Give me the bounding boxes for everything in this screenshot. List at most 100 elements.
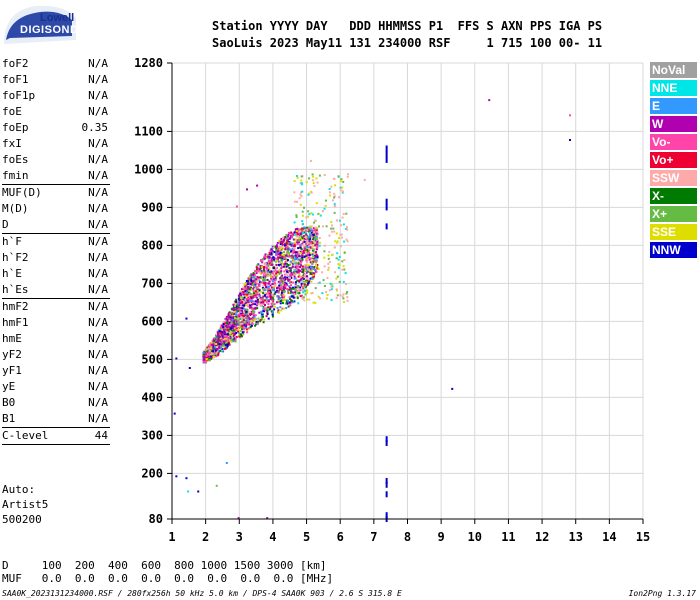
echo-point — [249, 287, 252, 290]
echo-point — [225, 462, 228, 464]
echo-point — [311, 267, 314, 270]
echo-point — [287, 253, 290, 256]
echo-point — [283, 294, 286, 297]
echo-point — [236, 314, 239, 317]
echo-point — [292, 245, 295, 248]
echo-point — [330, 288, 333, 291]
echo-point — [224, 327, 227, 330]
echo-point — [262, 274, 265, 277]
echo-point — [272, 278, 275, 281]
echo-point — [247, 287, 250, 290]
echo-point — [249, 313, 252, 316]
echo-point — [272, 259, 275, 262]
echo-point — [312, 245, 315, 248]
echo-point — [251, 321, 254, 324]
x-tick-label: 12 — [535, 530, 549, 544]
param-row: foF1p N/A — [0, 88, 112, 104]
echo-point — [310, 292, 313, 295]
echo-point — [345, 226, 348, 229]
echo-point — [224, 328, 227, 331]
echo-point — [243, 296, 246, 299]
echo-point — [270, 296, 273, 299]
param-row: B0 N/A — [0, 395, 112, 411]
echo-point — [292, 301, 295, 304]
echo-point — [314, 244, 317, 247]
echo-point — [221, 324, 224, 327]
echo-point — [250, 274, 253, 277]
echo-point — [245, 280, 248, 282]
echo-point — [264, 299, 266, 302]
echo-point — [297, 247, 300, 250]
echo-point — [289, 288, 292, 291]
echo-point — [241, 288, 243, 291]
param-row: D N/A — [0, 217, 112, 233]
echo-point — [346, 240, 349, 243]
echo-point — [316, 240, 319, 243]
echo-point — [245, 284, 248, 287]
echo-point — [244, 321, 247, 324]
echo-point — [311, 277, 314, 280]
echo-point — [289, 273, 292, 276]
param-row: hmE N/A — [0, 331, 112, 347]
legend-entry-nne: NNE — [650, 80, 697, 96]
echo-point — [208, 359, 211, 362]
echo-point — [290, 231, 293, 234]
echo-point — [239, 307, 242, 310]
legend-entry-vominus: Vo- — [650, 134, 697, 150]
echo-point — [252, 290, 255, 293]
echo-point — [291, 291, 294, 294]
echo-point — [241, 302, 244, 305]
echo-point — [331, 224, 333, 227]
echo-point — [219, 344, 222, 347]
echo-point — [279, 243, 282, 245]
echo-point — [270, 252, 273, 255]
echo-point — [317, 282, 320, 284]
echo-point — [259, 282, 262, 285]
echo-point — [255, 270, 258, 272]
echo-point — [274, 276, 277, 279]
echo-point — [286, 270, 288, 273]
param-name: hmF1 — [2, 316, 29, 329]
echo-point — [239, 302, 242, 305]
echo-point — [340, 233, 343, 236]
echo-point — [328, 289, 331, 292]
echo-point — [313, 266, 316, 268]
echo-point — [317, 212, 320, 215]
echo-point — [267, 285, 270, 288]
echo-point — [306, 261, 309, 264]
echo-point — [264, 253, 267, 256]
echo-point — [271, 257, 274, 260]
echo-point — [285, 235, 288, 238]
echo-point — [255, 278, 258, 281]
echo-point — [251, 281, 254, 284]
echo-point — [299, 182, 302, 185]
echo-point — [287, 299, 290, 302]
echo-point — [277, 273, 280, 276]
echo-point — [227, 341, 230, 344]
echo-point — [249, 317, 252, 320]
echo-point — [244, 285, 247, 288]
echo-point — [263, 279, 266, 282]
echo-point — [315, 226, 317, 229]
echo-point — [286, 239, 289, 242]
echo-streak-segment — [385, 481, 388, 488]
echo-point — [266, 268, 269, 271]
echo-point — [295, 231, 298, 234]
echo-point — [270, 302, 273, 305]
echo-point — [299, 244, 301, 247]
echo-point — [304, 250, 307, 253]
echo-point — [276, 259, 279, 262]
echo-point — [306, 291, 309, 294]
echo-point — [264, 262, 267, 265]
muf-row: MUF 0.0 0.0 0.0 0.0 0.0 0.0 0.0 0.0 [MHz… — [2, 572, 334, 585]
echo-point — [263, 318, 266, 321]
echo-point — [335, 232, 338, 235]
echo-point — [253, 313, 256, 316]
echo-point — [276, 307, 279, 309]
echo-point — [301, 268, 304, 271]
echo-point — [298, 292, 301, 295]
param-row: foF1 N/A — [0, 72, 112, 88]
echo-point — [265, 297, 268, 300]
echo-point — [235, 331, 238, 334]
echo-point — [265, 285, 267, 288]
